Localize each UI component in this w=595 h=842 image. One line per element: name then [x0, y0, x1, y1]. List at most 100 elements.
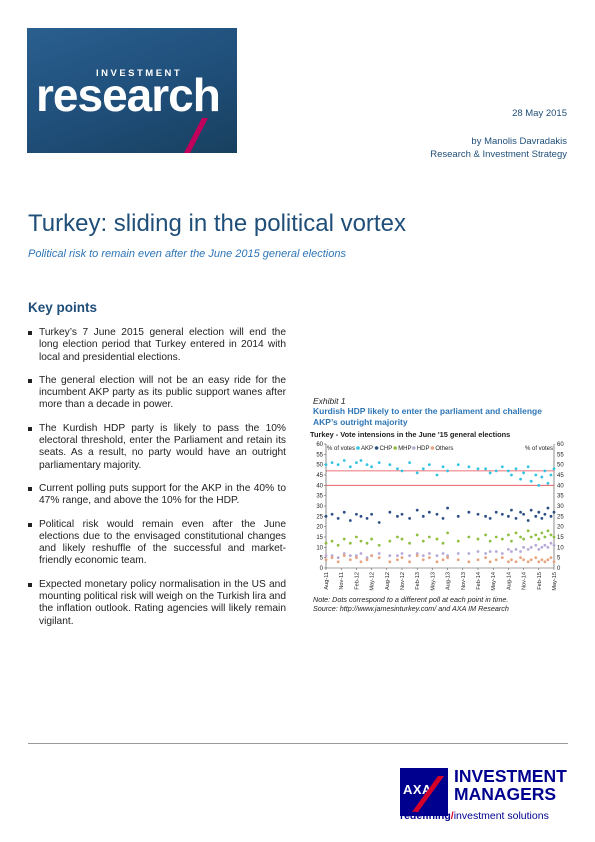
legend-label: CHP	[380, 446, 393, 452]
bullet-icon	[28, 426, 32, 431]
data-point-akp	[467, 465, 471, 469]
legend-label: MHP	[398, 446, 411, 452]
data-point-mhp	[500, 537, 504, 541]
data-point-mhp	[377, 543, 381, 547]
data-point-mhp	[355, 535, 358, 539]
data-point-others	[546, 558, 550, 562]
page-title: Turkey: sliding in the political vortex	[28, 210, 406, 237]
data-point-hdp	[500, 552, 504, 555]
department: Research & Investment Strategy	[430, 149, 567, 160]
bullet-icon	[28, 378, 32, 383]
data-point-chp	[359, 514, 363, 518]
y-axis-label-right: % of votes	[525, 446, 553, 452]
data-point-hdp	[537, 548, 541, 551]
data-point-others	[543, 560, 547, 564]
data-point-others	[435, 560, 439, 564]
data-point-mhp	[476, 537, 480, 541]
data-point-hdp	[514, 548, 518, 551]
data-point-chp	[330, 512, 334, 516]
data-point-others	[529, 558, 533, 562]
data-point-chp	[446, 506, 449, 510]
data-point-chp	[441, 517, 445, 520]
data-point-others	[467, 560, 471, 564]
data-point-akp	[441, 465, 445, 469]
data-point-mhp	[330, 539, 334, 543]
data-point-others	[400, 556, 404, 560]
data-point-chp	[526, 519, 530, 522]
data-point-chp	[540, 517, 544, 520]
data-point-hdp	[421, 554, 425, 557]
x-tick-label: Aug-11	[324, 572, 330, 590]
data-point-chp	[529, 508, 533, 512]
data-point-mhp	[370, 537, 373, 541]
y-tick-label-left: 45	[316, 473, 323, 479]
data-point-akp	[370, 465, 373, 469]
data-point-others	[514, 560, 518, 564]
bullet-icon	[28, 331, 32, 335]
x-tick-label: Nov-12	[400, 572, 406, 590]
y-tick-label-right: 20	[557, 525, 564, 531]
data-point-mhp	[510, 539, 513, 543]
data-point-others	[441, 558, 445, 562]
y-tick-label-right: 5	[557, 556, 561, 562]
key-points-heading: Key points	[28, 300, 98, 315]
chart-note: Note: Dots correspond to a different pol…	[313, 595, 509, 604]
data-point-akp	[355, 461, 358, 464]
data-point-mhp	[467, 535, 471, 539]
data-point-hdp	[365, 556, 369, 560]
data-point-akp	[514, 467, 518, 471]
data-point-chp	[336, 517, 340, 520]
data-point-akp	[388, 463, 392, 467]
data-point-hdp	[494, 550, 498, 553]
y-tick-label-right: 50	[557, 463, 564, 469]
data-point-akp	[377, 461, 381, 464]
data-point-akp	[552, 467, 556, 471]
data-point-others	[415, 554, 419, 557]
data-point-hdp	[546, 545, 550, 549]
data-point-hdp	[526, 548, 530, 551]
data-point-akp	[427, 463, 431, 467]
data-point-hdp	[330, 554, 334, 557]
divider	[28, 743, 568, 744]
data-point-chp	[467, 510, 471, 514]
data-point-chp	[507, 514, 510, 518]
y-tick-label-left: 50	[316, 463, 323, 469]
data-point-chp	[365, 517, 369, 520]
data-point-chp	[522, 512, 525, 516]
data-point-akp	[365, 463, 369, 467]
data-point-others	[348, 558, 352, 562]
list-item: The general election will not be an easy…	[28, 375, 286, 412]
data-point-akp	[488, 471, 492, 475]
bullet-icon	[28, 522, 32, 527]
data-point-akp	[324, 463, 328, 467]
list-item: Current polling puts support for the AKP…	[28, 483, 286, 508]
data-point-chp	[388, 510, 392, 514]
data-point-others	[552, 560, 556, 564]
y-tick-label-right: 0	[557, 566, 561, 572]
data-point-akp	[494, 469, 498, 473]
data-point-chp	[324, 514, 328, 518]
data-point-akp	[510, 473, 513, 477]
legend-marker	[356, 446, 360, 450]
data-point-hdp	[348, 554, 352, 557]
y-tick-label-left: 55	[316, 452, 323, 458]
data-point-chp	[396, 514, 399, 518]
x-tick-label: Aug-12	[385, 572, 391, 590]
data-point-akp	[540, 475, 544, 479]
data-point-chp	[494, 510, 498, 514]
data-point-chp	[427, 510, 431, 514]
y-tick-label-right: 45	[557, 473, 564, 479]
data-point-hdp	[507, 548, 510, 551]
data-point-others	[365, 558, 369, 562]
data-point-mhp	[529, 535, 533, 539]
data-point-hdp	[400, 552, 404, 555]
chart-source: Source: http://www.jamesinturkey.com/ an…	[313, 604, 509, 613]
legend-marker	[430, 446, 435, 450]
publication-date: 28 May 2015	[512, 108, 567, 119]
data-point-akp	[519, 477, 522, 481]
data-point-mhp	[543, 535, 547, 539]
legend-marker	[374, 446, 379, 450]
data-point-mhp	[514, 531, 518, 535]
data-point-chp	[537, 510, 541, 514]
data-point-chp	[476, 512, 480, 516]
